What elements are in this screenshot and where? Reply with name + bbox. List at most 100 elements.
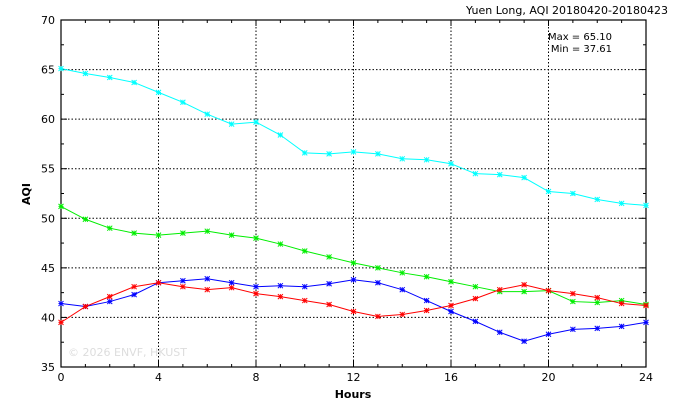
y-tick-label: 50: [41, 212, 55, 225]
data-point: [618, 300, 625, 307]
data-point: [570, 290, 576, 297]
data-point: [106, 293, 113, 300]
data-point: [545, 188, 552, 195]
data-point: [521, 174, 527, 181]
data-point: [228, 279, 235, 286]
series-day2: [58, 203, 649, 308]
data-point: [131, 291, 137, 298]
data-point: [643, 319, 649, 326]
data-point: [448, 278, 454, 285]
x-axis-label: Hours: [335, 388, 372, 401]
data-point: [204, 111, 211, 118]
data-point: [155, 232, 162, 238]
data-point: [82, 216, 89, 223]
data-point: [521, 288, 527, 295]
x-tick-label: 8: [253, 371, 260, 384]
data-point: [155, 89, 162, 96]
data-point: [228, 121, 235, 127]
data-point: [253, 119, 259, 125]
data-point: [301, 283, 308, 290]
data-point: [594, 325, 601, 332]
data-point: [277, 132, 284, 138]
data-point: [277, 241, 284, 247]
data-point: [375, 279, 381, 286]
data-point: [521, 338, 527, 345]
data-point: [594, 294, 601, 301]
x-tick-label: 16: [444, 371, 458, 384]
data-point: [472, 318, 479, 325]
data-point: [326, 280, 332, 287]
data-point: [277, 293, 284, 300]
y-axis-label: AQI: [20, 183, 33, 205]
data-point: [301, 248, 308, 254]
data-point: [180, 283, 186, 290]
data-point: [399, 155, 406, 162]
data-point: [58, 203, 64, 210]
data-point: [472, 170, 479, 177]
x-tick-label: 0: [58, 371, 65, 384]
y-tick-label: 40: [41, 311, 55, 324]
data-point: [253, 283, 259, 290]
data-point: [643, 302, 649, 309]
plot-frame: [60, 19, 647, 368]
x-tick-label: 20: [542, 371, 556, 384]
data-point: [423, 307, 430, 314]
y-tick-label: 55: [41, 163, 55, 176]
data-point: [228, 284, 235, 291]
y-tick-label: 35: [41, 361, 55, 374]
data-point: [545, 287, 552, 294]
data-point: [496, 286, 503, 293]
data-point: [180, 277, 186, 284]
data-point: [180, 99, 186, 106]
x-tick-label: 4: [155, 371, 162, 384]
max-annotation: Max = 65.10: [548, 32, 612, 43]
data-point: [423, 297, 430, 304]
data-point: [301, 297, 308, 304]
data-point: [131, 230, 137, 237]
data-point: [106, 298, 113, 305]
data-point: [618, 323, 625, 330]
data-point: [350, 260, 357, 266]
data-point: [570, 298, 576, 305]
data-point: [82, 303, 89, 310]
data-point: [350, 308, 357, 315]
data-point: [253, 235, 259, 241]
data-point: [399, 269, 406, 276]
data-point: [448, 160, 454, 167]
data-point: [399, 286, 406, 293]
data-point: [448, 308, 454, 315]
data-point: [253, 290, 259, 297]
y-tick-label: 60: [41, 113, 55, 126]
data-point: [545, 331, 552, 338]
data-point: [496, 171, 503, 178]
data-point: [131, 283, 137, 290]
y-tick-label: 70: [41, 14, 55, 27]
data-point: [155, 279, 162, 286]
x-tick-label: 24: [639, 371, 653, 384]
data-point: [472, 295, 479, 302]
data-point: [496, 329, 503, 336]
data-point: [350, 276, 357, 283]
data-point: [643, 202, 649, 209]
data-point: [375, 150, 381, 157]
y-tick-label: 45: [41, 262, 55, 275]
data-point: [448, 302, 454, 309]
data-point: [423, 273, 430, 280]
x-tick-label: 12: [347, 371, 361, 384]
data-point: [228, 232, 235, 238]
data-point: [106, 74, 113, 81]
data-point: [423, 156, 430, 163]
data-point: [204, 228, 211, 235]
data-point: [326, 150, 332, 157]
series-day4: [58, 279, 649, 326]
series-line: [60, 282, 647, 323]
data-point: [326, 301, 332, 308]
data-point: [399, 311, 406, 318]
y-tick-label: 65: [41, 64, 55, 77]
data-point: [618, 200, 625, 207]
watermark: © 2026 ENVF, HKUST: [68, 346, 187, 359]
min-annotation: Min = 37.61: [551, 44, 612, 55]
data-point: [58, 300, 64, 307]
